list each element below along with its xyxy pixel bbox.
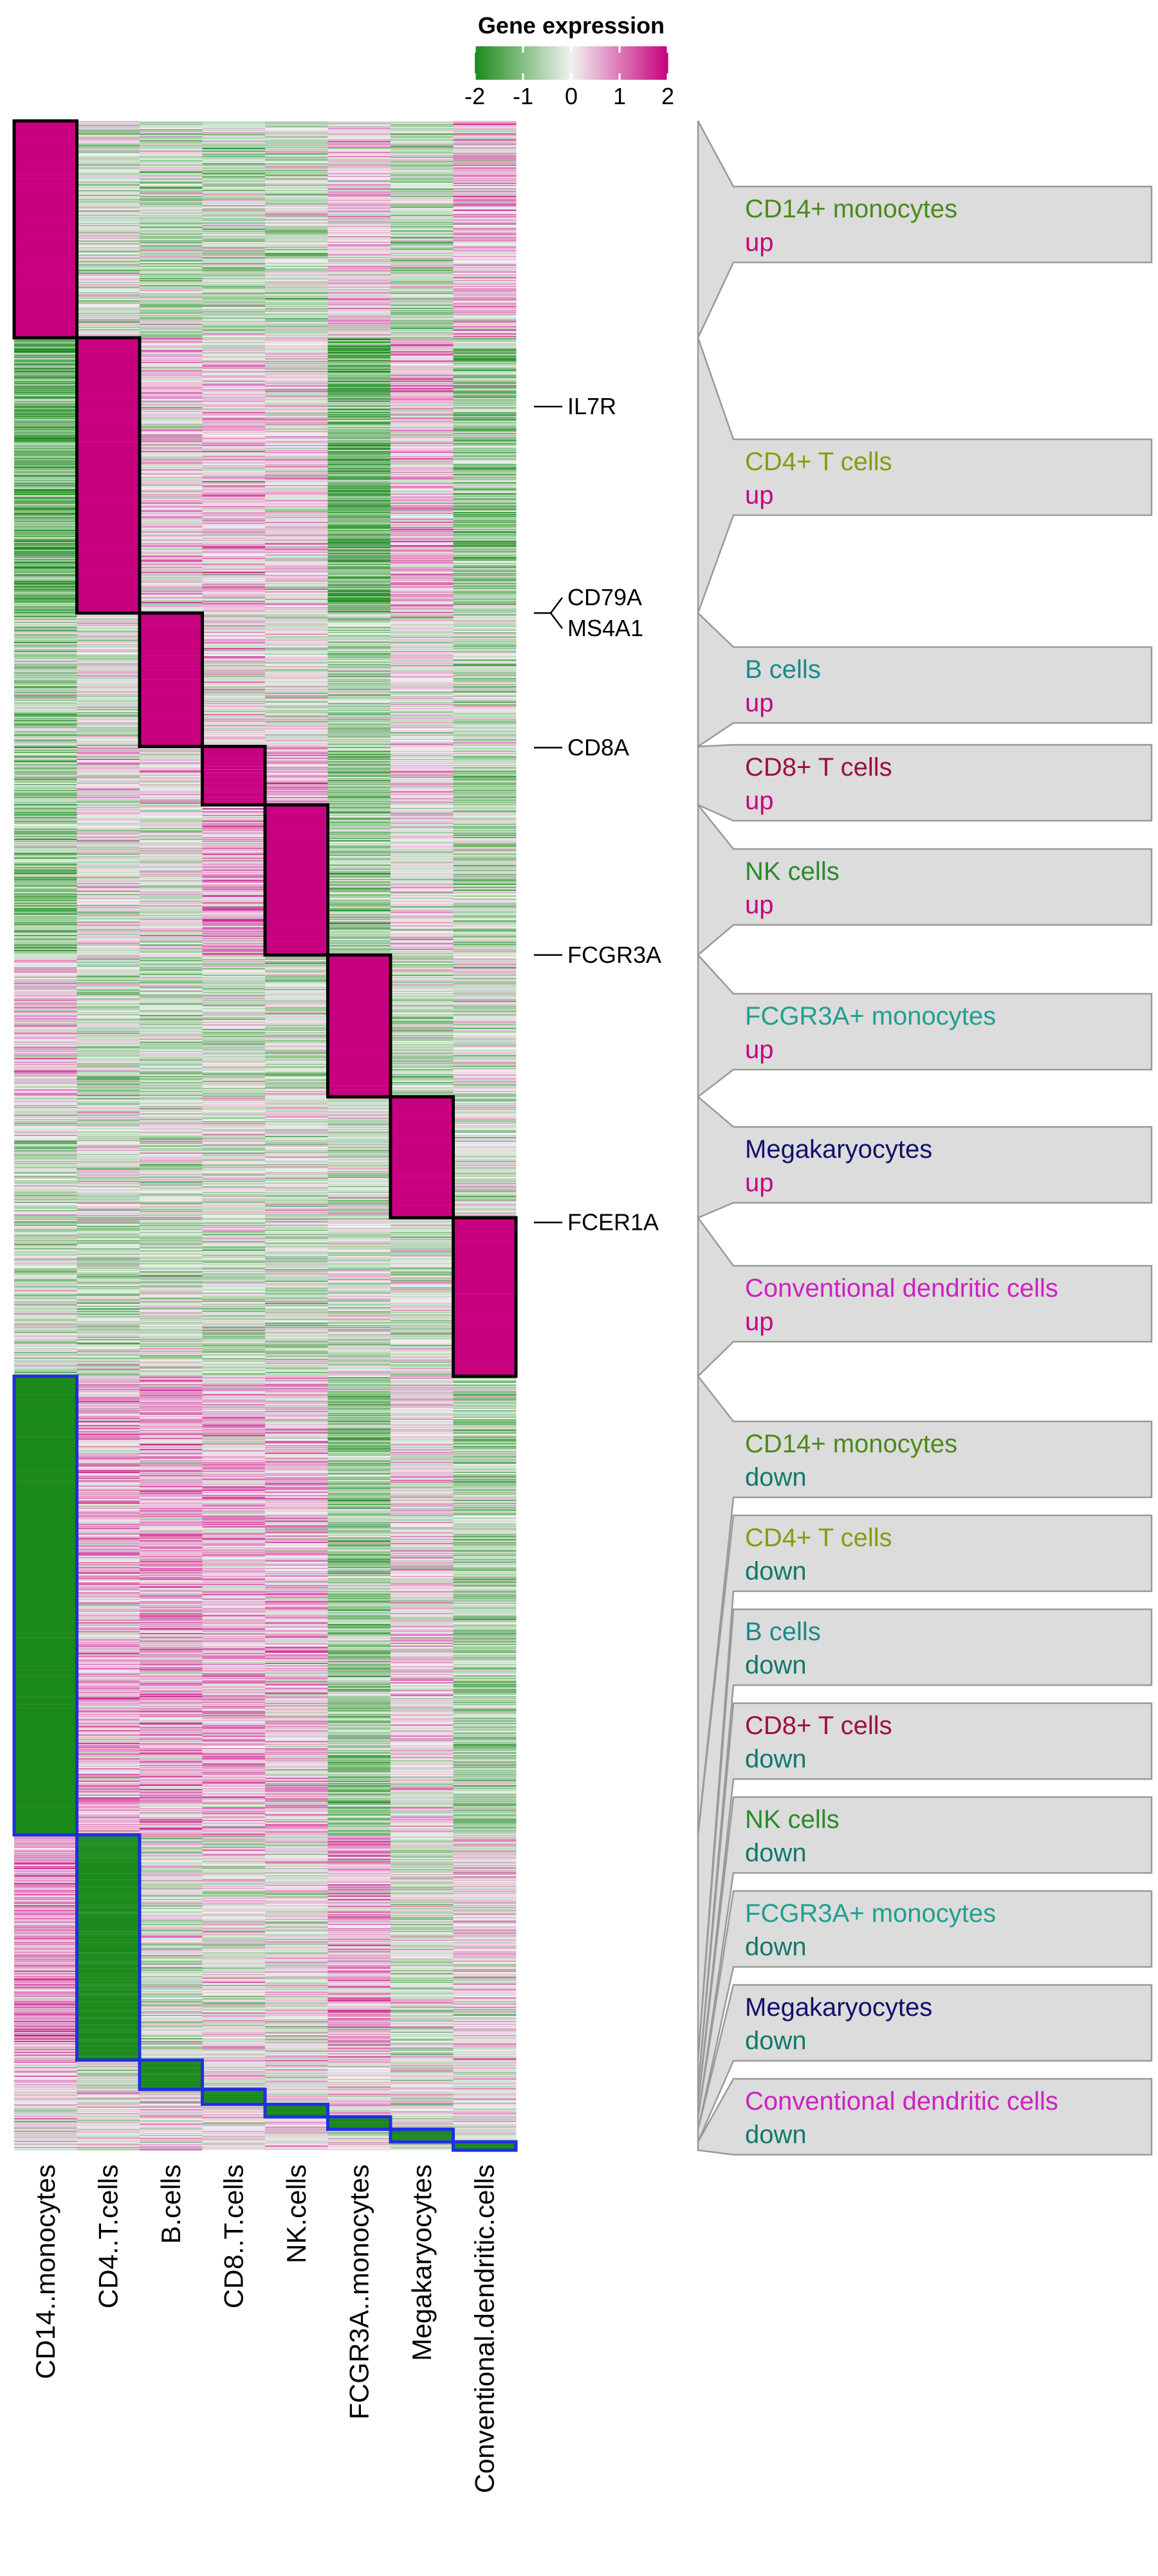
legend-swatch <box>562 46 565 80</box>
legend-swatch <box>626 46 630 80</box>
legend-swatch <box>600 46 604 80</box>
legend-swatch <box>546 46 549 80</box>
legend-swatch <box>555 46 559 80</box>
legend-swatch <box>501 46 504 80</box>
legend-swatch <box>513 46 517 80</box>
legend-swatch <box>517 46 520 80</box>
legend-swatch <box>507 46 511 80</box>
legend-swatch <box>504 46 508 80</box>
legend-swatch <box>587 46 591 80</box>
legend-swatch <box>652 46 656 80</box>
legend-swatch <box>494 46 498 80</box>
legend-swatch <box>661 46 665 80</box>
legend-tick-label: -1 <box>513 83 533 109</box>
legend-swatch <box>526 46 530 80</box>
legend-swatch <box>497 46 501 80</box>
legend-swatch <box>565 46 569 80</box>
legend-tick-label: 0 <box>565 83 578 109</box>
legend-swatch <box>478 46 482 80</box>
legend-tick-label: 2 <box>661 83 674 109</box>
legend-swatch <box>533 46 537 80</box>
legend-swatch <box>607 46 611 80</box>
legend-tick-label: 1 <box>613 83 626 109</box>
legend-swatch <box>603 46 607 80</box>
legend-swatch <box>558 46 562 80</box>
legend-swatch <box>529 46 533 80</box>
legend-swatch <box>510 46 514 80</box>
legend-swatch <box>574 46 578 80</box>
legend-swatch <box>610 46 614 80</box>
legend-swatch <box>484 46 488 80</box>
legend-swatch <box>642 46 646 80</box>
legend-swatch <box>578 46 582 80</box>
legend-swatch <box>481 46 485 80</box>
legend-swatch <box>539 46 543 80</box>
legend-swatch <box>591 46 594 80</box>
legend-swatch <box>639 46 643 80</box>
legend-swatch <box>645 46 649 80</box>
legend-swatch <box>552 46 556 80</box>
legend-swatch <box>542 46 546 80</box>
legend-swatch <box>597 46 601 80</box>
heatmap-body <box>14 121 517 2151</box>
legend-swatch <box>594 46 598 80</box>
legend-swatch <box>632 46 636 80</box>
legend-swatch <box>629 46 633 80</box>
legend-swatch <box>623 46 627 80</box>
legend-swatch <box>655 46 659 80</box>
legend-swatch <box>658 46 662 80</box>
legend-swatch <box>648 46 652 80</box>
color-legend: Gene expression -2 -1 0 1 2 <box>464 12 674 109</box>
legend-swatch <box>491 46 495 80</box>
legend-swatch <box>636 46 639 80</box>
legend-swatch <box>488 46 492 80</box>
legend-swatch <box>584 46 588 80</box>
legend-title: Gene expression <box>478 12 665 39</box>
legend-tick-label: -2 <box>464 83 485 109</box>
legend-swatch <box>549 46 553 80</box>
legend-swatch <box>613 46 617 80</box>
legend-swatch <box>581 46 585 80</box>
legend-swatch <box>536 46 540 80</box>
